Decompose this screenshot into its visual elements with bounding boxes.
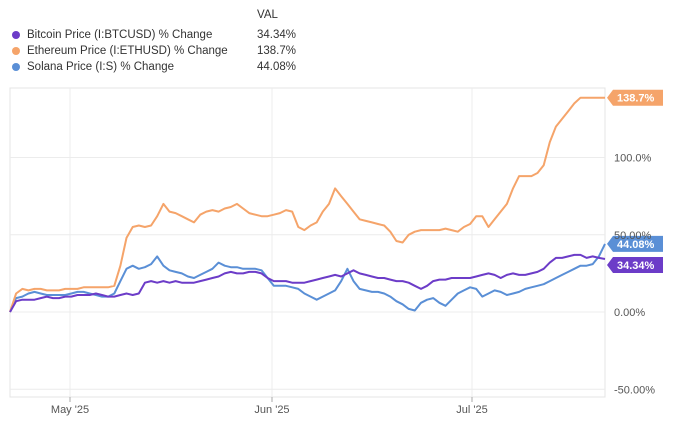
plot-area xyxy=(9,87,606,398)
end-label-solana: 44.08% xyxy=(607,235,663,252)
x-tick-label: May '25 xyxy=(51,404,89,416)
y-tick-label: 50.00% xyxy=(614,230,652,242)
series-line-ethereum xyxy=(9,96,605,313)
x-axis: May '25 Jun '25 Jul '25 xyxy=(51,397,488,416)
series-lines xyxy=(9,96,606,313)
end-labels: 138.7% 44.08% 34.34% xyxy=(607,89,663,273)
legend-value-header: VAL xyxy=(257,9,278,21)
legend-item-label: Ethereum Price (I:ETHUSD) % Change xyxy=(27,45,228,57)
end-label-text: 44.08% xyxy=(617,239,655,251)
end-label-text: 138.7% xyxy=(617,93,655,105)
grid xyxy=(9,87,606,398)
end-label-tag xyxy=(607,235,663,252)
end-label-text: 34.34% xyxy=(617,260,655,272)
legend-dot-icon xyxy=(12,31,20,39)
end-label-bitcoin: 34.34% xyxy=(607,256,663,273)
y-tick-label: 100.0% xyxy=(614,153,652,165)
legend-dot-icon xyxy=(12,47,20,55)
end-label-tag xyxy=(607,89,663,106)
end-label-tag xyxy=(607,256,663,273)
y-tick-label: 0.00% xyxy=(614,307,645,319)
legend-dot-icon xyxy=(12,63,20,71)
y-axis: 100.0% 50.00% 0.00% -50.00% xyxy=(614,153,655,397)
y-tick-label: -50.00% xyxy=(614,384,655,396)
legend-item-label: Solana Price (I:S) % Change xyxy=(27,61,175,73)
legend-item-value: 34.34% xyxy=(257,29,297,41)
end-label-ethereum: 138.7% xyxy=(607,89,663,106)
legend-item-value: 138.7% xyxy=(257,45,297,57)
x-tick-label: Jul '25 xyxy=(456,404,487,416)
legend-item-label: Bitcoin Price (I:BTCUSD) % Change xyxy=(27,29,213,41)
legend: VAL Bitcoin Price (I:BTCUSD) % Change 34… xyxy=(0,0,320,80)
series-line-bitcoin xyxy=(9,253,606,313)
legend-item-value: 44.08% xyxy=(257,61,297,73)
series-line-solana xyxy=(9,243,606,313)
x-tick-label: Jun '25 xyxy=(254,404,289,416)
